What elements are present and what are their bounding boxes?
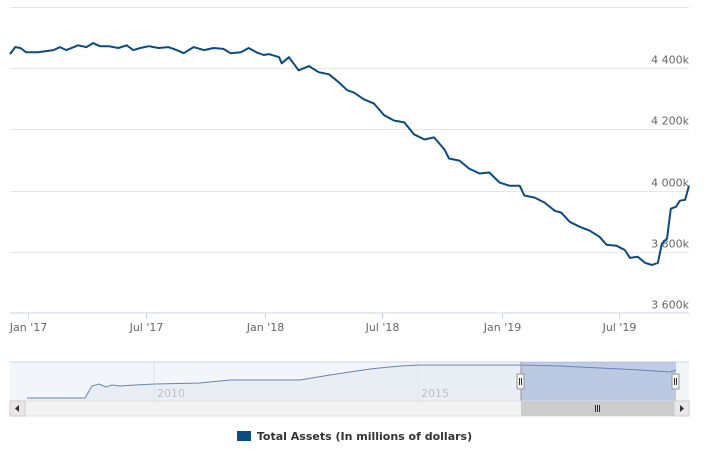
y-tick-label: 4 000k (651, 177, 689, 190)
y-tick-label: 3 800k (651, 238, 689, 251)
x-tick-label: Jul '19 (602, 321, 637, 334)
legend[interactable]: Total Assets (In millions of dollars) (0, 430, 709, 443)
y-tick-label: 4 200k (651, 115, 689, 128)
grid (10, 7, 689, 253)
navigator-right-handle[interactable] (671, 373, 680, 390)
navigator-left-handle[interactable] (516, 373, 525, 390)
y-tick-label: 4 400k (651, 54, 689, 67)
navigator-series-line (27, 364, 677, 399)
x-tick-label: Jan '18 (246, 321, 284, 334)
x-tick-label: Jan '17 (9, 321, 47, 334)
legend-label[interactable]: Total Assets (In millions of dollars) (256, 430, 473, 443)
x-tick-label: Jan '19 (483, 321, 521, 334)
arrow-right-icon (680, 405, 684, 412)
x-tick-label: Jul '18 (365, 321, 400, 334)
navigator-series-area (27, 365, 676, 401)
legend-swatch (236, 431, 251, 441)
navigator[interactable]: 2010 2015 (10, 361, 689, 401)
y-axis: 3 600k 3 800k 4 000k 4 200k 4 400k (651, 54, 689, 312)
x-tick-label: Jul '17 (129, 321, 164, 334)
chart: Jan '17 Jul '17 Jan '18 Jul '18 Jan '19 Jul '… (9, 7, 690, 417)
series-line[interactable] (9, 42, 690, 266)
y-tick-label: 3 600k (651, 299, 689, 312)
navigator-selected-range[interactable] (521, 362, 676, 401)
grip-icon (595, 405, 600, 412)
arrow-left-icon (15, 405, 19, 412)
series-layer (9, 42, 690, 266)
x-axis: Jan '17 Jul '17 Jan '18 Jul '18 Jan '19 Jul '… (9, 312, 689, 334)
scrollbar[interactable] (9, 400, 690, 417)
